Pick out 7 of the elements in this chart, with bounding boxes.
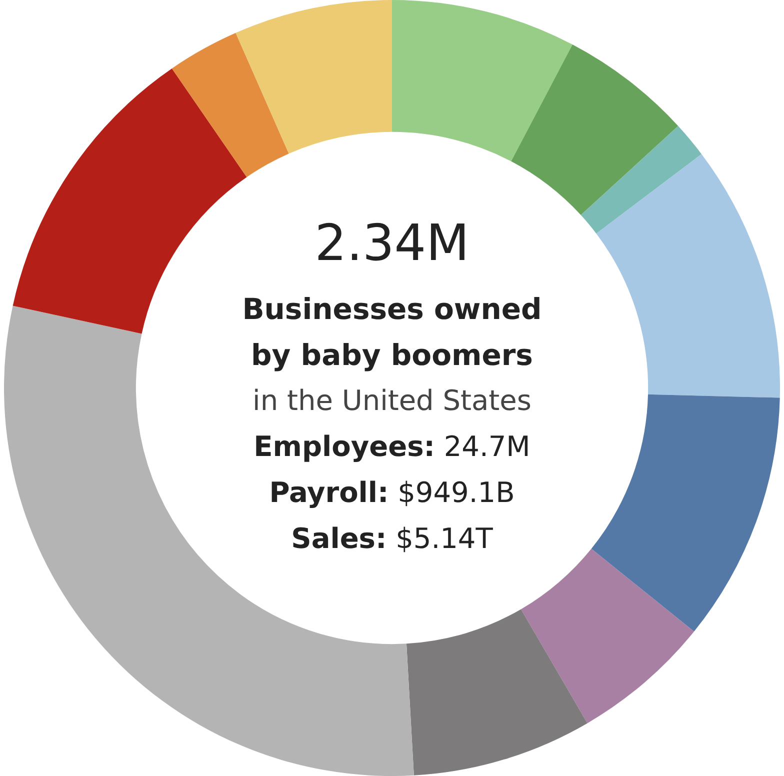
text: 2.34M	[314, 214, 470, 272]
text: Sales: $5.14T	[291, 521, 493, 557]
text: Businesses owned	[242, 291, 542, 328]
text: Employees: 24.7M	[254, 429, 530, 465]
text: in the United States	[252, 383, 532, 419]
text: Payroll: $949.1B	[269, 475, 515, 511]
text: by baby boomers	[251, 337, 533, 374]
